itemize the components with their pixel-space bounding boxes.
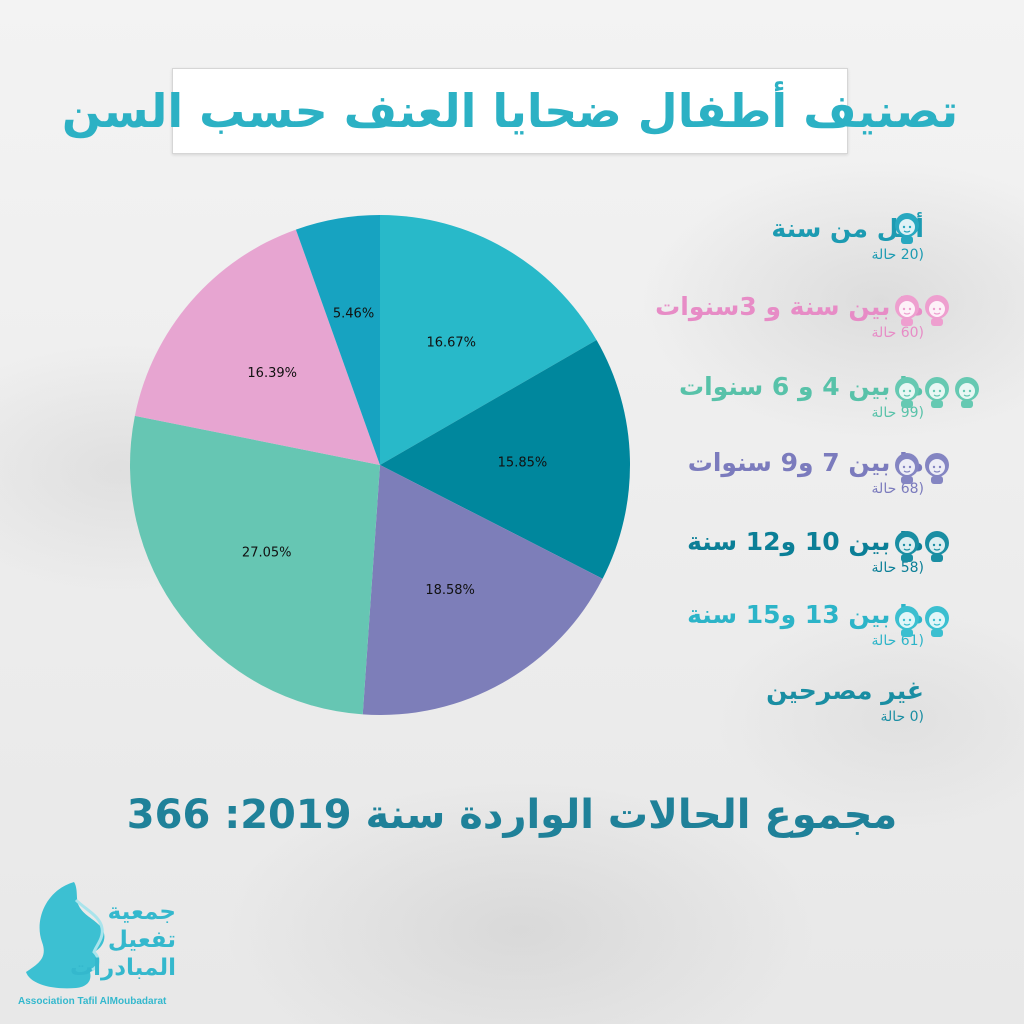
legend-item-4: ما بين 7 و9 سنوات (68 حالة [688, 448, 924, 498]
legend-count: (61 حالة [871, 633, 924, 649]
title-box: تصنيف أطفال ضحايا العنف حسب السن [62, 68, 958, 154]
logo-line-2: تفعيل [107, 927, 176, 953]
child-face-icon [923, 530, 951, 562]
legend-item-6: ما بين 13 و15 سنة (61 حالة [687, 600, 924, 650]
legend-item-3: ما بين 4 و 6 سنوات (99 حالة [679, 372, 924, 422]
child-face-icon [923, 294, 951, 326]
legend-label: ما بين 10 و12 سنة [687, 527, 924, 556]
logo-line-3: المبادرات [69, 955, 176, 981]
legend-count: (58 حالة [871, 560, 924, 576]
child-faces-icon [893, 452, 951, 484]
logo-text: جمعية تفعيل المبادرات [69, 898, 176, 982]
child-face-icon [893, 530, 921, 562]
pie-slice-3 [362, 465, 603, 715]
legend-label: ما بين 4 و 6 سنوات [679, 372, 924, 401]
legend-label: ما بين سنة و 3سنوات [655, 292, 924, 321]
child-faces-icon [893, 212, 921, 244]
child-face-icon [893, 294, 921, 326]
child-faces-icon [893, 530, 951, 562]
legend-count: (0 حالة [880, 709, 924, 725]
logo-line-1: جمعية [107, 899, 176, 925]
pie-slice-1 [380, 215, 597, 465]
child-face-icon [893, 212, 921, 244]
pie-slice-2 [380, 340, 630, 579]
legend-label: غير مصرحين [766, 676, 924, 705]
logo-subtitle: Association Tafil AlMoubadarat [18, 996, 167, 1007]
child-face-icon [893, 376, 921, 408]
child-faces-icon [893, 376, 981, 408]
legend-count: (60 حالة [871, 325, 924, 341]
total-cases-text: مجموع الحالات الواردة سنة 2019: 366 [126, 792, 898, 838]
legend-item-7: غير مصرحين (0 حالة [766, 676, 924, 726]
pie-slice-6 [295, 215, 380, 465]
child-face-icon [923, 605, 951, 637]
legend-count: (20 حالة [871, 247, 924, 263]
chart-title: تصنيف أطفال ضحايا العنف حسب السن [61, 84, 959, 138]
pie-label-2: 15.85% [498, 455, 548, 470]
child-faces-icon [893, 294, 951, 326]
pie-label-4: 27.05% [242, 545, 292, 560]
pie-label-6: 5.46% [333, 306, 374, 321]
legend-count: (99 حالة [871, 405, 924, 421]
child-face-icon [893, 452, 921, 484]
child-face-icon [893, 605, 921, 637]
pie-label-5: 16.39% [247, 366, 297, 381]
legend-label: ما بين 7 و9 سنوات [687, 448, 924, 477]
association-logo-icon [26, 882, 105, 989]
legend-count: (68 حالة [871, 481, 924, 497]
legend-item-2: ما بين سنة و 3سنوات (60 حالة [655, 292, 924, 342]
child-face-icon [923, 376, 951, 408]
pie-slice-5 [134, 229, 380, 465]
child-face-icon [953, 376, 981, 408]
pie-label-1: 16.67% [426, 336, 476, 351]
legend-label: ما بين 13 و15 سنة [687, 600, 924, 629]
legend-item-5: ما بين 10 و12 سنة (58 حالة [687, 527, 924, 577]
pie-chart: 16.67% 15.85% 18.58% 27.05% 16.39% 5.46% [129, 215, 630, 715]
pie-label-3: 18.58% [425, 583, 475, 598]
pie-slice-4 [129, 415, 380, 715]
child-faces-icon [893, 605, 951, 637]
child-face-icon [923, 452, 951, 484]
